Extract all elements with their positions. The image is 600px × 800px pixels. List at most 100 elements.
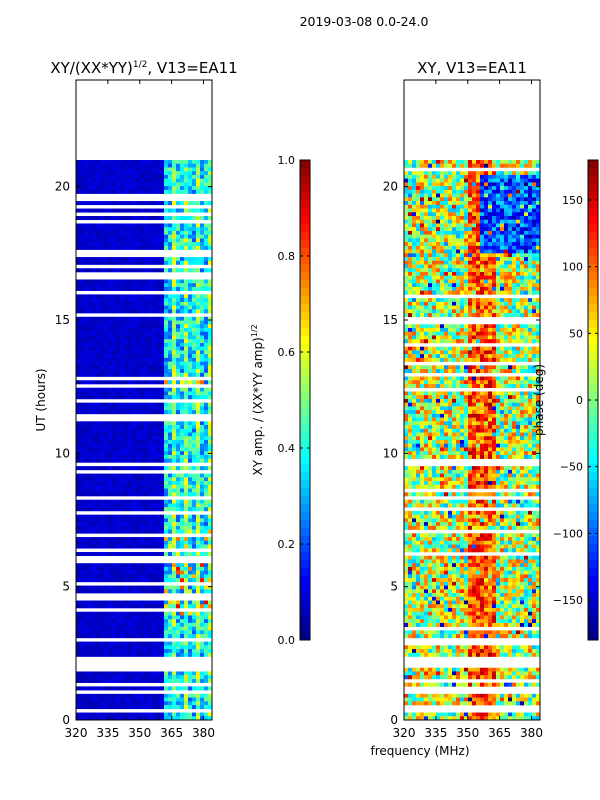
heatmap-cell (528, 178, 533, 183)
heatmap-cell (188, 182, 193, 187)
heatmap-cell (104, 566, 109, 571)
heatmap-cell (124, 294, 129, 299)
heatmap-cell (112, 529, 117, 534)
heatmap-cell (80, 507, 85, 512)
heatmap-cell (120, 447, 125, 452)
heatmap-cell (200, 693, 205, 698)
heatmap-cell (204, 705, 209, 710)
heatmap-cell (140, 693, 145, 698)
heatmap-cell (96, 544, 101, 549)
heatmap-cell (180, 372, 185, 377)
heatmap-cell (196, 160, 201, 165)
heatmap-cell (124, 372, 129, 377)
heatmap-cell (76, 525, 81, 530)
heatmap-cell (104, 178, 109, 183)
heatmap-cell (492, 201, 497, 206)
colorbar-tick-label: 0.6 (278, 346, 296, 359)
colorbar-segment (300, 456, 310, 465)
heatmap-cell (120, 328, 125, 333)
heatmap-cell (192, 335, 197, 340)
heatmap-cell (100, 189, 105, 194)
heatmap-cell (176, 604, 181, 609)
heatmap-cell (128, 686, 133, 691)
heatmap-cell (456, 178, 461, 183)
heatmap-cell (404, 197, 409, 202)
heatmap-cell (164, 675, 169, 680)
heatmap-cell (172, 309, 177, 314)
heatmap-cell (408, 268, 413, 273)
heatmap-cell (80, 174, 85, 179)
heatmap-cell (180, 354, 185, 359)
heatmap-cell (92, 563, 97, 568)
heatmap-cell (88, 380, 93, 385)
heatmap-cell (112, 350, 117, 355)
heatmap-cell (168, 678, 173, 683)
heatmap-cell (100, 675, 105, 680)
heatmap-cell (168, 630, 173, 635)
heatmap-cell (116, 189, 121, 194)
heatmap-cell (132, 686, 137, 691)
heatmap-cell (80, 301, 85, 306)
heatmap-cell (88, 686, 93, 691)
heatmap-cell (160, 447, 165, 452)
heatmap-cell (116, 499, 121, 504)
heatmap-cell (132, 578, 137, 583)
heatmap-cell (116, 432, 121, 437)
heatmap-cell (152, 518, 157, 523)
heatmap-cell (184, 186, 189, 191)
heatmap-cell (144, 234, 149, 239)
heatmap-cell (132, 503, 137, 508)
heatmap-cell (132, 525, 137, 530)
heatmap-cell (464, 186, 469, 191)
heatmap-cell (140, 286, 145, 291)
heatmap-cell (156, 428, 161, 433)
heatmap-cell (132, 585, 137, 590)
heatmap-cell (204, 208, 209, 213)
heatmap-cell (432, 234, 437, 239)
heatmap-cell (484, 223, 489, 228)
heatmap-cell (496, 178, 501, 183)
heatmap-cell (448, 260, 453, 265)
heatmap-cell (96, 507, 101, 512)
heatmap-cell (472, 234, 477, 239)
heatmap-cell (100, 216, 105, 221)
heatmap-cell (516, 260, 521, 265)
heatmap-cell (184, 626, 189, 631)
heatmap-cell (424, 219, 429, 224)
heatmap-cell (196, 372, 201, 377)
heatmap-cell (88, 305, 93, 310)
heatmap-cell (508, 189, 513, 194)
heatmap-cell (112, 178, 117, 183)
heatmap-cell (76, 230, 81, 235)
heatmap-cell (76, 369, 81, 374)
heatmap-cell (116, 451, 121, 456)
heatmap-cell (156, 454, 161, 459)
heatmap-cell (172, 163, 177, 168)
heatmap-cell (128, 701, 133, 706)
heatmap-cell (436, 212, 441, 217)
heatmap-cell (176, 346, 181, 351)
heatmap-cell (76, 425, 81, 430)
heatmap-cell (188, 208, 193, 213)
heatmap-cell (516, 264, 521, 269)
heatmap-cell (96, 339, 101, 344)
heatmap-cell (504, 249, 509, 254)
heatmap-cell (112, 395, 117, 400)
heatmap-cell (428, 212, 433, 217)
heatmap-cell (408, 178, 413, 183)
heatmap-cell (456, 212, 461, 217)
heatmap-cell (112, 589, 117, 594)
heatmap-cell (140, 380, 145, 385)
heatmap-cell (456, 193, 461, 198)
heatmap-cell (176, 540, 181, 545)
heatmap-cell (496, 272, 501, 277)
heatmap-cell (180, 537, 185, 542)
heatmap-cell (148, 701, 153, 706)
heatmap-cell (124, 585, 129, 590)
heatmap-cell (412, 249, 417, 254)
heatmap-cell (132, 611, 137, 616)
heatmap-cell (160, 611, 165, 616)
heatmap-cell (208, 208, 213, 213)
heatmap-cell (504, 223, 509, 228)
heatmap-cell (116, 279, 121, 284)
